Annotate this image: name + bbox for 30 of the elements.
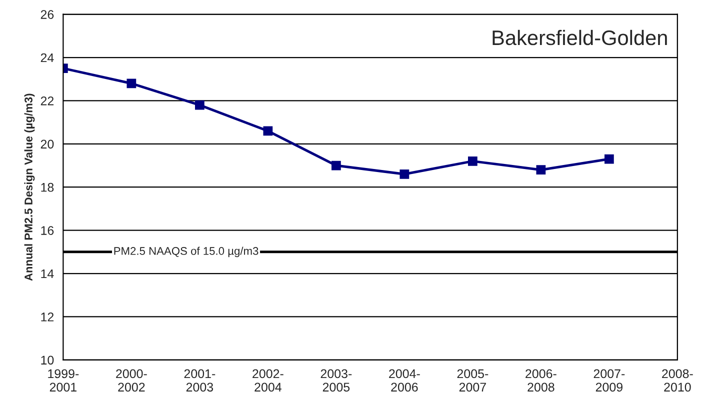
y-tick-label: 12 [41,312,54,322]
y-tick-label: 16 [41,226,54,235]
x-tick-label: 2002- 2004 [252,369,284,392]
y-tick-label: 22 [40,96,54,106]
point [263,126,273,136]
y-axis-title: Annual PM2.5 Design Value (µg/m3) [24,94,35,281]
point [400,169,410,179]
x-tick-label: 2001- 2003 [184,369,216,392]
text: Bakersfield-Golden [492,30,667,46]
x-tick-label: 2003- 2005 [320,369,352,392]
x-tick-label: 2008- 2010 [662,369,693,392]
x-tick-label: 2000- 2002 [116,369,147,392]
y-tick-label: 20 [40,140,54,149]
y-tick-label: 10 [41,356,54,365]
x-tick-label: 2005- 2007 [457,369,488,392]
point [604,154,614,164]
y-tick-label: 14 [41,269,54,278]
x-tick-label: 1999- 2001 [48,369,79,392]
y-tick-label: 26 [40,10,54,19]
x-tick-label: 2006- 2008 [526,369,556,392]
point [331,160,341,170]
point [126,78,136,88]
x-tick-label: 2004- 2006 [389,369,420,392]
point [194,100,204,110]
y-tick-label: 18 [41,182,54,192]
ref-line-label: PM2.5 NAAQS of 15.0 µg/m3 [114,246,258,258]
point [536,165,546,175]
point [468,156,478,166]
y-tick-label: 24 [40,53,54,62]
x-tick-label: 2007- 2009 [594,369,625,392]
